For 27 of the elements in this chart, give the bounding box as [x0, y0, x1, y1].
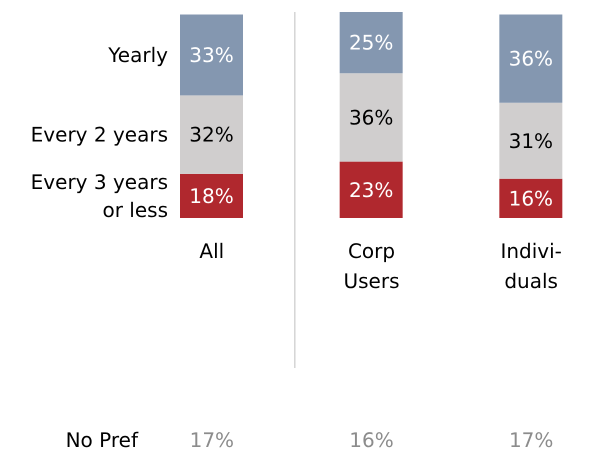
data-label: 33% — [189, 42, 234, 67]
bar — [340, 73, 403, 162]
bar — [499, 14, 562, 103]
data-label: 23% — [348, 178, 394, 202]
data-label: 16% — [508, 186, 554, 210]
x-tick-label: Corp Users — [343, 239, 400, 293]
data-label: 25% — [348, 30, 394, 55]
bar — [340, 162, 403, 218]
data-label: 36% — [348, 105, 394, 130]
data-label: 31% — [508, 128, 554, 153]
x-tick-label: All — [199, 239, 224, 263]
bar — [180, 95, 243, 174]
series-label: Every 3 years or less — [30, 170, 168, 222]
bar — [499, 102, 562, 179]
data-label: 32% — [189, 122, 234, 147]
bar — [340, 12, 403, 74]
text: 17% — [190, 428, 234, 452]
x-tick-label: Indivi-duals — [500, 239, 562, 293]
text: No Pref — [66, 428, 139, 452]
text: 17% — [508, 428, 554, 452]
data-label: 18% — [189, 184, 234, 208]
bar — [180, 174, 243, 218]
series-label: Yearly — [107, 42, 168, 67]
text: 16% — [349, 428, 394, 452]
data-label: 36% — [508, 46, 554, 71]
bar — [180, 14, 243, 96]
series-label: Every 2 years — [30, 122, 168, 147]
